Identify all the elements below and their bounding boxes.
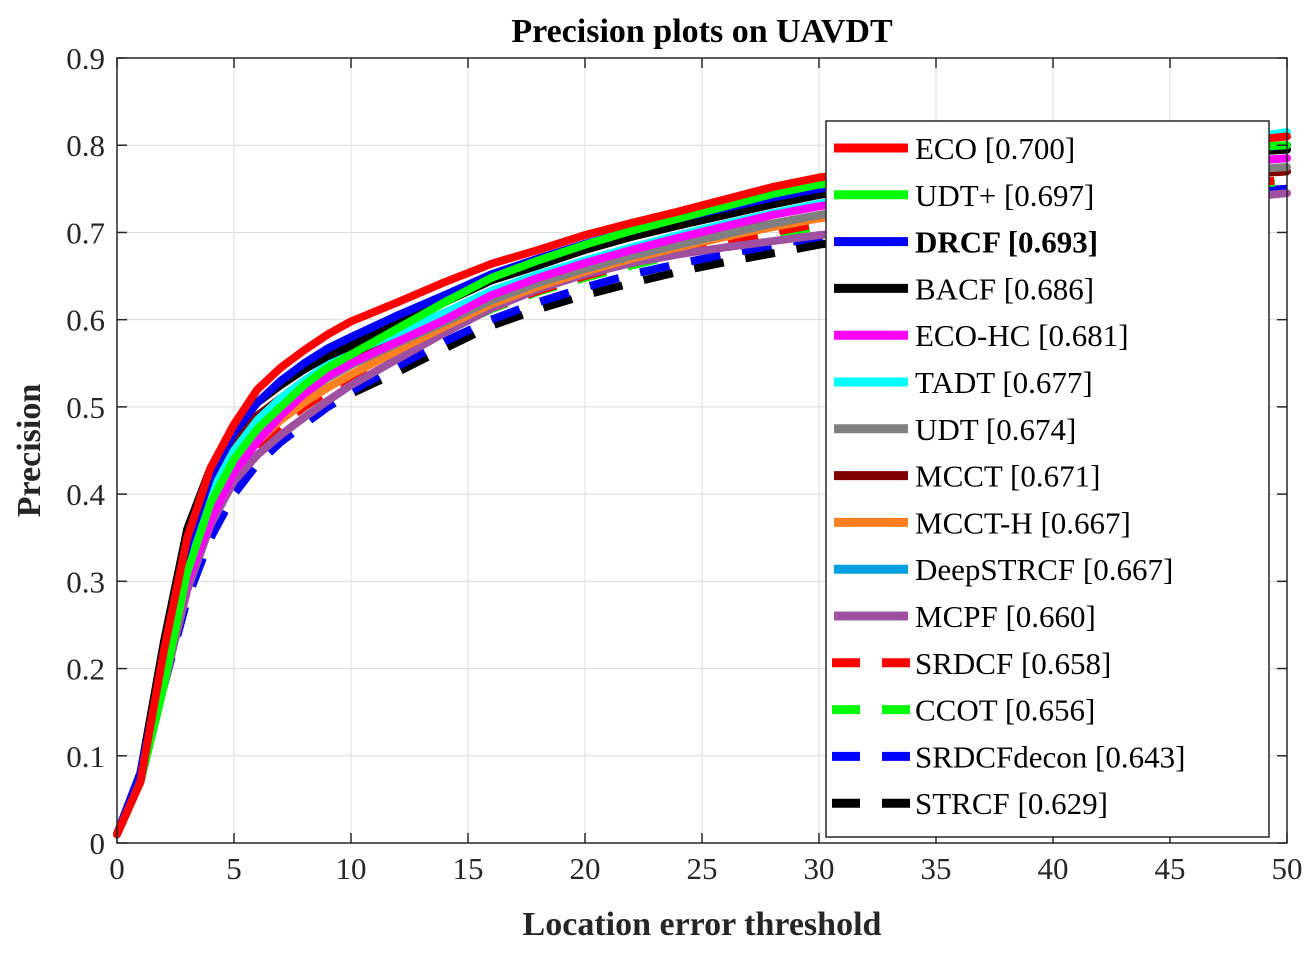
legend-entry: TADT [0.677] [915,365,1093,400]
x-tick-label: 30 [804,851,835,886]
legend-entry: UDT+ [0.697] [915,178,1094,213]
legend-entry: MCCT-H [0.667] [915,505,1131,540]
legend-entry: DeepSTRCF [0.667] [915,552,1173,587]
legend-entry: MCPF [0.660] [915,599,1096,634]
y-tick-label: 0 [90,826,106,861]
legend-entry: UDT [0.674] [915,412,1076,447]
x-tick-label: 15 [453,851,484,886]
series-lines [113,128,1291,839]
x-tick-label: 20 [570,851,601,886]
x-tick-label: 45 [1155,851,1186,886]
x-tick-label: 0 [109,851,125,886]
legend-entry: BACF [0.686] [915,271,1094,306]
y-tick-label: 0.4 [66,477,105,512]
series-line [113,132,1291,839]
y-tick-label: 0.1 [66,739,105,774]
y-tick-label: 0.2 [66,652,105,687]
legend: ECO [0.700] UDT+ [0.697] DRCF [0.693] BACF … [825,120,1270,838]
axis-ticks: 0 5 10 15 20 25 30 35 40 45 50 0 0.1 0.2 0.3 0.4 0.5 0.6 0… [66,41,1302,886]
legend-entry: SRDCF [0.658] [915,646,1111,681]
series-line [113,154,1291,839]
legend-entry: DRCF [0.693] [915,225,1098,260]
y-tick-label: 0.3 [66,564,105,599]
legend-entry: ECO [0.700] [915,131,1075,166]
series-line [113,186,1288,836]
x-tick-label: 10 [336,851,367,886]
legend-entry: ECO-HC [0.681] [915,318,1129,353]
legend-entry: CCOT [0.656] [915,693,1095,728]
series-line [113,141,1291,839]
x-tick-label: 35 [921,851,952,886]
y-tick-label: 0.9 [66,41,105,76]
x-tick-label: 50 [1272,851,1303,886]
chart-title: Precision plots on UAVDT [511,13,893,50]
legend-entry: MCCT [0.671] [915,459,1100,494]
y-tick-label: 0.8 [66,128,105,163]
y-tick-label: 0.6 [66,303,105,338]
y-axis-label: Precision [11,384,48,518]
legend-entry: STRCF [0.629] [915,786,1108,821]
x-tick-label: 40 [1038,851,1069,886]
x-tick-label: 25 [687,851,718,886]
y-tick-label: 0.7 [66,215,105,250]
x-tick-label: 5 [226,851,242,886]
x-axis-label: Location error threshold [523,906,882,943]
y-tick-label: 0.5 [66,390,105,425]
legend-entry: SRDCFdecon [0.643] [915,739,1185,774]
